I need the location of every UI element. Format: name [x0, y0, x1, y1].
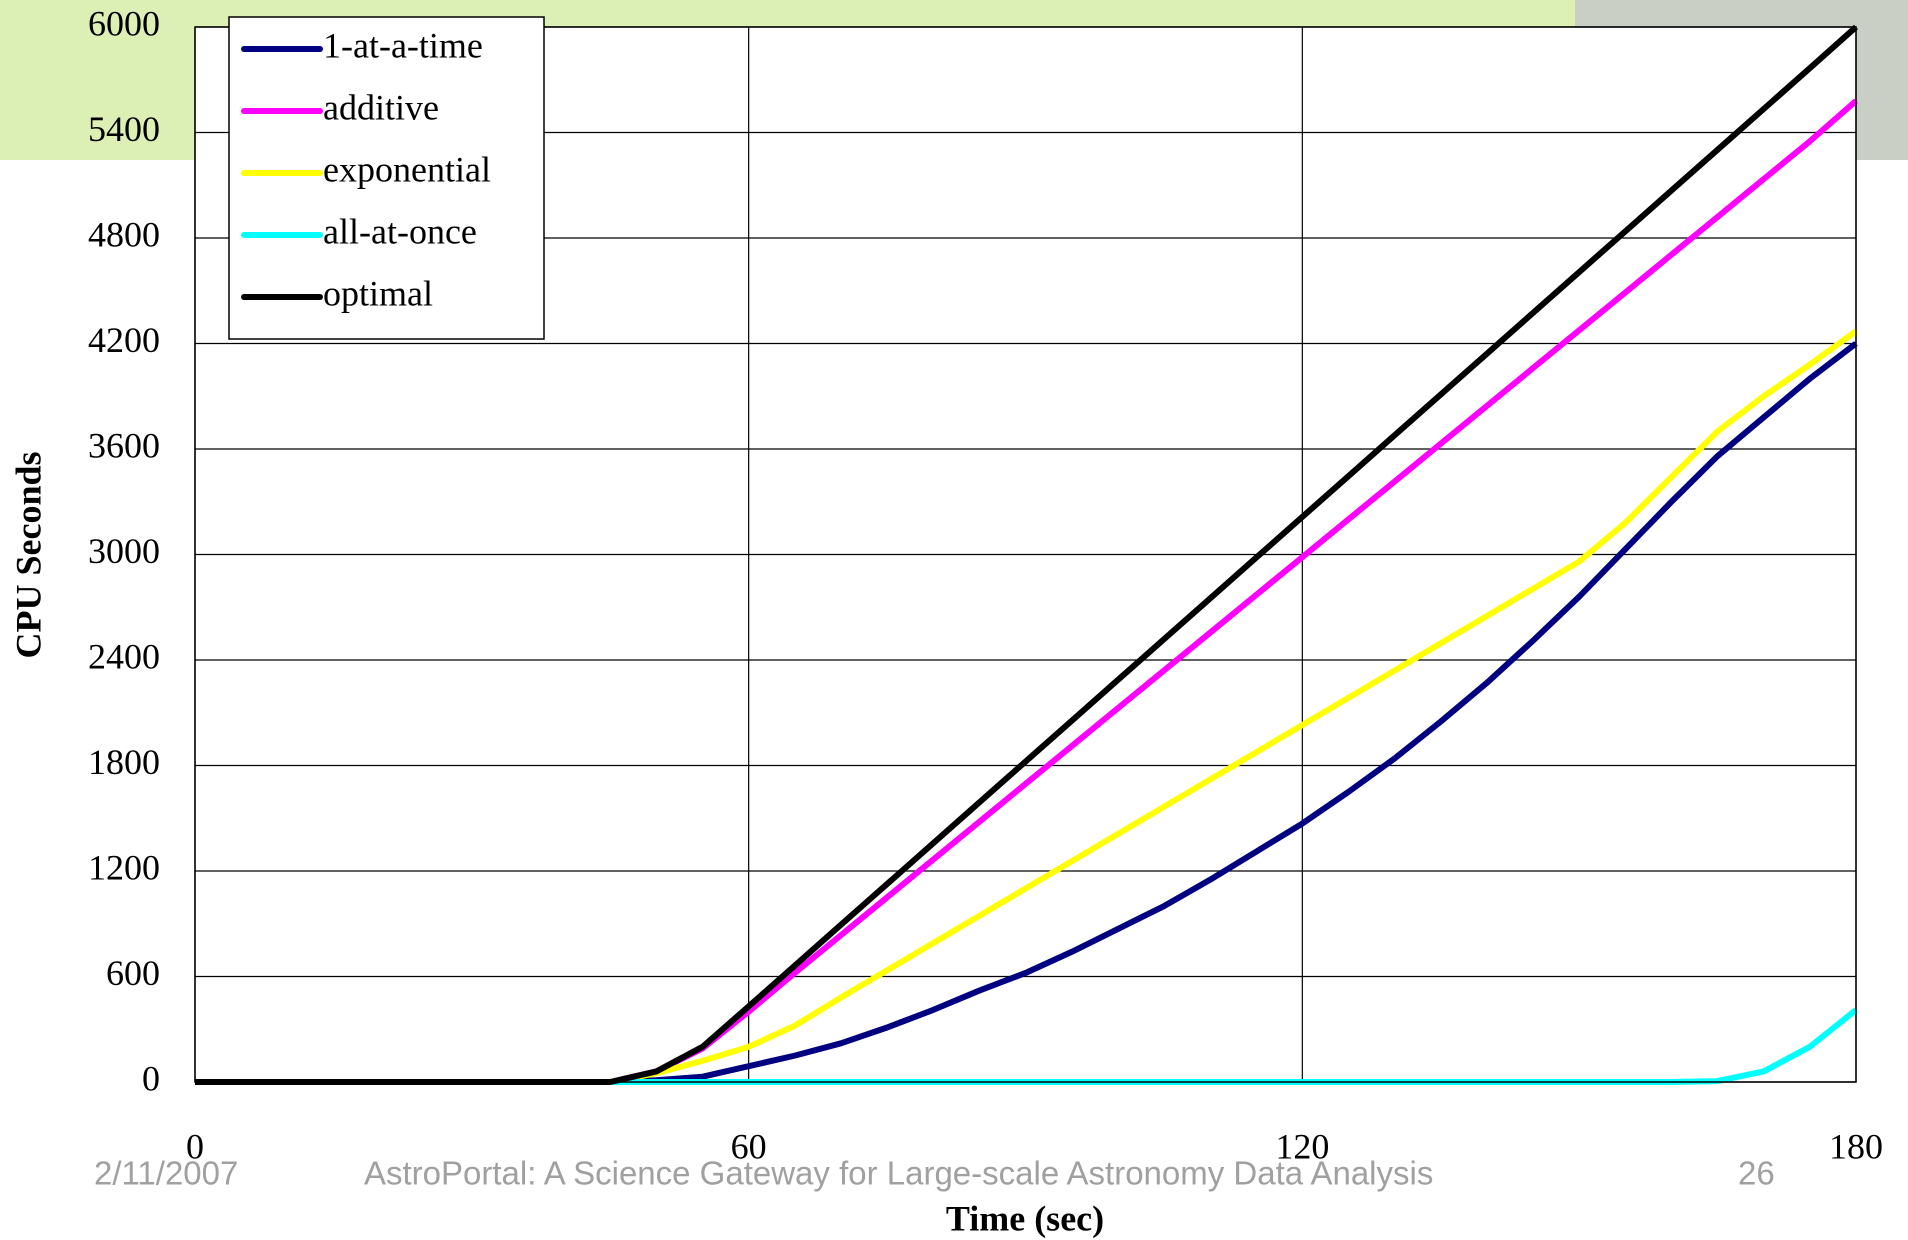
y-tick-label: 4800 [88, 214, 160, 254]
x-axis-title: Time (sec) [946, 1198, 1104, 1238]
y-tick-label: 2400 [88, 636, 160, 676]
y-tick-label: 3600 [88, 425, 160, 465]
footer-title: AstroPortal: A Science Gateway for Large… [364, 1155, 1433, 1192]
legend-label: all-at-once [323, 211, 477, 251]
y-tick-label: 1200 [88, 847, 160, 887]
x-tick-label: 0 [186, 1126, 204, 1166]
legend-label: optimal [323, 273, 433, 313]
y-tick-label: 600 [106, 953, 160, 993]
footer-page: 26 [1738, 1155, 1775, 1192]
footer-date: 2/11/2007 [94, 1155, 238, 1192]
slide: 1-at-a-time additive exponential all-at-onc… [0, 0, 1908, 1240]
legend: 1-at-a-time additive exponential all-at-onc… [229, 17, 544, 339]
y-tick-label: 4200 [88, 320, 160, 360]
y-tick-label: 0 [142, 1058, 160, 1098]
legend-label: 1-at-a-time [323, 25, 483, 65]
x-tick-label: 120 [1275, 1126, 1329, 1166]
legend-label: additive [323, 87, 439, 127]
x-tick-label: 60 [731, 1126, 767, 1166]
y-tick-label: 5400 [88, 109, 160, 149]
y-tick-label: 1800 [88, 742, 160, 782]
legend-label: exponential [323, 149, 491, 189]
y-tick-label: 3000 [88, 531, 160, 571]
y-tick-label: 6000 [88, 3, 160, 43]
y-axis-title: CPU Seconds [8, 451, 48, 658]
x-tick-label: 180 [1829, 1126, 1883, 1166]
